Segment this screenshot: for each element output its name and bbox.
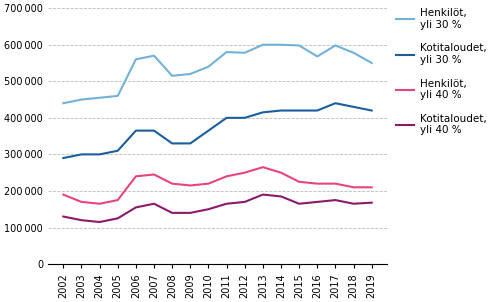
Henkilöt,
yli 30 % [206,65,212,69]
Kotitaloudet,
yli 40 % [332,198,338,202]
Kotitaloudet,
yli 30 % [260,111,266,114]
Kotitaloudet,
yli 40 % [296,202,302,206]
Henkilöt,
yli 40 % [296,180,302,184]
Henkilöt,
yli 30 % [97,96,103,100]
Kotitaloudet,
yli 40 % [115,217,121,220]
Kotitaloudet,
yli 40 % [369,201,375,204]
Kotitaloudet,
yli 40 % [60,215,66,218]
Kotitaloudet,
yli 30 % [97,153,103,156]
Henkilöt,
yli 40 % [351,185,356,189]
Henkilöt,
yli 30 % [133,58,139,61]
Kotitaloudet,
yli 30 % [223,116,229,120]
Kotitaloudet,
yli 30 % [60,156,66,160]
Henkilöt,
yli 40 % [278,171,284,175]
Henkilöt,
yli 40 % [188,184,193,187]
Kotitaloudet,
yli 40 % [260,193,266,196]
Henkilöt,
yli 30 % [242,51,247,55]
Henkilöt,
yli 30 % [260,43,266,47]
Henkilöt,
yli 40 % [79,200,84,204]
Henkilöt,
yli 40 % [223,175,229,178]
Henkilöt,
yli 40 % [369,185,375,189]
Henkilöt,
yli 30 % [296,44,302,47]
Kotitaloudet,
yli 40 % [314,200,320,204]
Kotitaloudet,
yli 30 % [314,109,320,112]
Kotitaloudet,
yli 40 % [188,211,193,215]
Line: Kotitaloudet,
yli 40 %: Kotitaloudet, yli 40 % [63,194,372,222]
Kotitaloudet,
yli 30 % [242,116,247,120]
Kotitaloudet,
yli 40 % [97,220,103,224]
Henkilöt,
yli 40 % [314,182,320,185]
Henkilöt,
yli 40 % [169,182,175,185]
Kotitaloudet,
yli 40 % [278,194,284,198]
Kotitaloudet,
yli 30 % [133,129,139,133]
Henkilöt,
yli 30 % [351,51,356,55]
Henkilöt,
yli 30 % [278,43,284,47]
Henkilöt,
yli 30 % [115,94,121,98]
Henkilöt,
yli 40 % [151,173,157,176]
Kotitaloudet,
yli 30 % [151,129,157,133]
Henkilöt,
yli 30 % [79,98,84,101]
Henkilöt,
yli 40 % [242,171,247,175]
Henkilöt,
yli 40 % [97,202,103,206]
Henkilöt,
yli 40 % [332,182,338,185]
Legend: Henkilöt,
yli 30 %, Kotitaloudet,
yli 30 %, Henkilöt,
yli 40 %, Kotitaloudet,
yl: Henkilöt, yli 30 %, Kotitaloudet, yli 30… [396,8,487,135]
Kotitaloudet,
yli 40 % [351,202,356,206]
Kotitaloudet,
yli 30 % [169,142,175,145]
Kotitaloudet,
yli 30 % [79,153,84,156]
Kotitaloudet,
yli 40 % [151,202,157,206]
Henkilöt,
yli 30 % [151,54,157,57]
Kotitaloudet,
yli 40 % [223,202,229,206]
Kotitaloudet,
yli 30 % [351,105,356,109]
Kotitaloudet,
yli 40 % [169,211,175,215]
Henkilöt,
yli 30 % [332,44,338,47]
Henkilöt,
yli 30 % [369,61,375,65]
Henkilöt,
yli 40 % [133,175,139,178]
Kotitaloudet,
yli 40 % [206,207,212,211]
Henkilöt,
yli 40 % [206,182,212,185]
Line: Henkilöt,
yli 30 %: Henkilöt, yli 30 % [63,45,372,103]
Henkilöt,
yli 40 % [260,165,266,169]
Kotitaloudet,
yli 40 % [242,200,247,204]
Kotitaloudet,
yli 30 % [278,109,284,112]
Kotitaloudet,
yli 30 % [206,129,212,133]
Kotitaloudet,
yli 30 % [188,142,193,145]
Kotitaloudet,
yli 40 % [133,206,139,209]
Henkilöt,
yli 40 % [60,193,66,196]
Kotitaloudet,
yli 30 % [332,101,338,105]
Line: Henkilöt,
yli 40 %: Henkilöt, yli 40 % [63,167,372,204]
Henkilöt,
yli 40 % [115,198,121,202]
Kotitaloudet,
yli 30 % [296,109,302,112]
Henkilöt,
yli 30 % [188,72,193,76]
Kotitaloudet,
yli 30 % [369,109,375,112]
Henkilöt,
yli 30 % [223,50,229,54]
Henkilöt,
yli 30 % [169,74,175,78]
Kotitaloudet,
yli 40 % [79,218,84,222]
Line: Kotitaloudet,
yli 30 %: Kotitaloudet, yli 30 % [63,103,372,158]
Kotitaloudet,
yli 30 % [115,149,121,153]
Henkilöt,
yli 30 % [314,55,320,58]
Henkilöt,
yli 30 % [60,101,66,105]
